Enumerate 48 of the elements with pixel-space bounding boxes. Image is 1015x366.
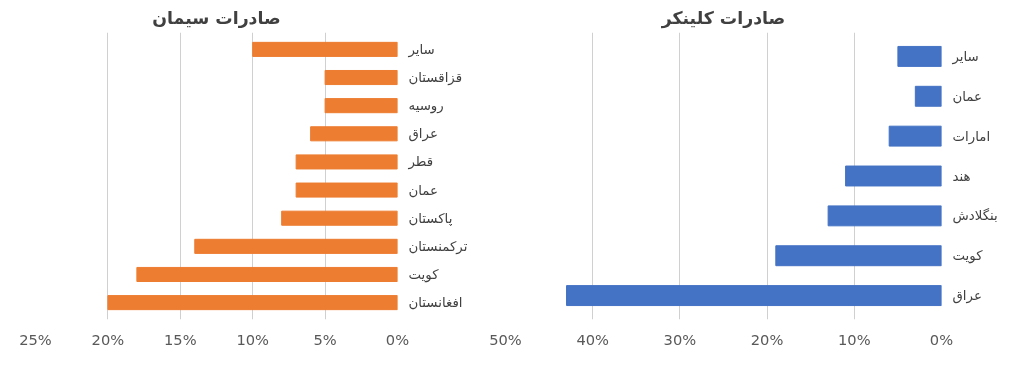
y-tick-label: عراق (952, 288, 982, 305)
bar (295, 154, 398, 170)
bar (566, 285, 942, 307)
bar (775, 245, 942, 267)
bar (310, 126, 398, 142)
bar (914, 85, 942, 107)
y-tick-label: سایر (407, 41, 435, 58)
bar (194, 238, 398, 254)
bar (324, 98, 398, 114)
bar (295, 182, 398, 198)
x-tick-label: 30% (663, 330, 697, 348)
x-tick-label: 50% (489, 330, 522, 348)
bar (136, 266, 398, 283)
y-tick-label: کویت (408, 266, 440, 283)
bar (888, 125, 942, 147)
x-tick-label: 15% (164, 330, 197, 348)
y-tick-label: هند (952, 168, 971, 184)
y-tick-label: روسیه (408, 98, 444, 115)
y-tick-label: عمان (952, 88, 983, 104)
x-tick-label: 40% (576, 330, 610, 348)
y-tick-label: افغانستان (408, 295, 463, 311)
x-tick-label: 0% (929, 330, 954, 348)
y-tick-label: قطر (407, 154, 434, 171)
y-tick-label: پاکستان (408, 210, 453, 226)
y-tick-label: بنگلادش (952, 208, 998, 225)
bar (324, 69, 398, 86)
x-tick-label: 0% (385, 330, 410, 348)
chart-title: صادرات کلینکر (660, 7, 786, 29)
bar (827, 205, 942, 227)
x-tick-label: 20% (750, 330, 784, 348)
bar (897, 45, 942, 67)
x-tick-label: 20% (91, 330, 125, 348)
y-tick-label: امارات (952, 128, 991, 145)
y-tick-label: سایر (951, 48, 979, 65)
bar (252, 41, 398, 57)
y-tick-label: عمان (408, 182, 439, 198)
bar (845, 165, 942, 187)
x-tick-label: 10% (838, 330, 871, 348)
bar (281, 210, 398, 226)
y-tick-label: قزاقستان (408, 70, 463, 87)
x-tick-label: 25% (19, 330, 52, 348)
x-tick-label: 5% (313, 330, 337, 348)
chart-title: صادرات سیمان (152, 7, 281, 28)
y-tick-label: کویت (952, 248, 984, 265)
y-tick-label: عراق (408, 126, 438, 143)
x-tick-label: 10% (236, 330, 270, 348)
bar (107, 295, 398, 311)
y-tick-label: ترکمنستان (408, 238, 468, 255)
